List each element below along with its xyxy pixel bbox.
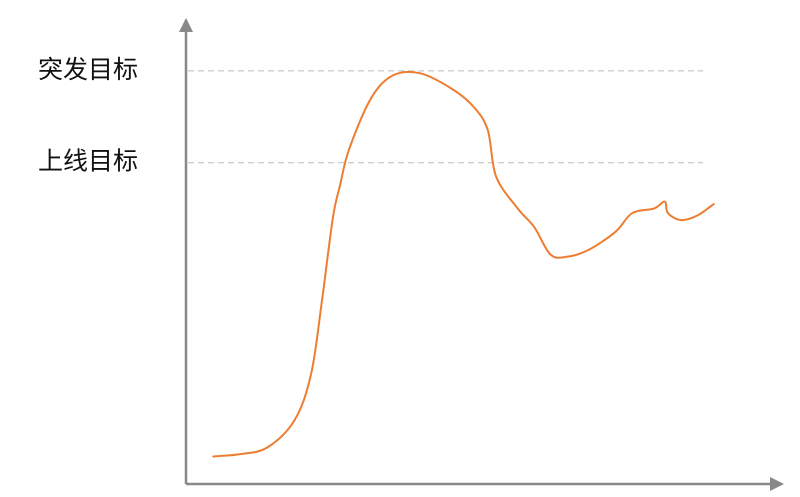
series-group [212, 70, 715, 458]
reference-lines [188, 70, 703, 164]
reference-line-label: 上线目标 [38, 147, 138, 176]
reference-line-label: 突发目标 [38, 55, 138, 84]
series-line [212, 70, 715, 458]
